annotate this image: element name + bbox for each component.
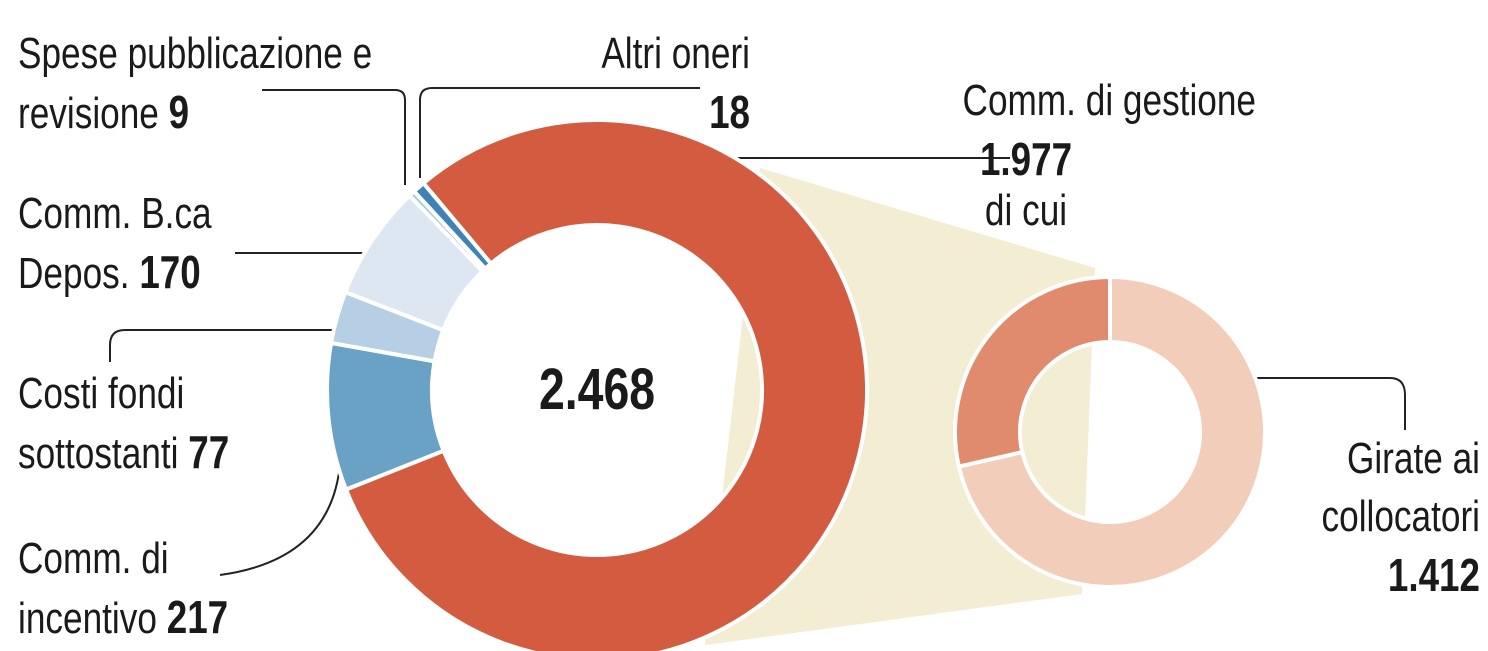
- breakdown-segment: [953, 274, 1112, 469]
- total-label: 2.468: [538, 357, 656, 422]
- value-label: 217: [166, 591, 229, 643]
- category-label: Costi fondi sottostanti 77: [18, 365, 290, 483]
- value-label: 18: [709, 86, 750, 138]
- leader-line: [1255, 377, 1406, 430]
- donut-segment: [343, 118, 869, 651]
- category-name: Spese pubblicazione e revisione: [18, 29, 373, 138]
- breakdown-label: Girate ai collocatori 1.412: [1264, 430, 1480, 604]
- value-label: 1.412: [1387, 549, 1480, 601]
- value-label: 9: [168, 86, 190, 138]
- value-label: 1.977: [979, 133, 1073, 185]
- category-name: Comm. di incentivo: [18, 534, 169, 643]
- leader-line: [419, 87, 700, 178]
- value-label: 77: [188, 426, 230, 478]
- category-name: Girate ai collocatori: [1321, 434, 1480, 541]
- category-label: Spese pubblicazione e revisione 9: [18, 25, 382, 143]
- category-name: Comm. B.ca Depos.: [18, 189, 212, 298]
- annotation: di cui: [984, 186, 1068, 235]
- leader-line: [109, 329, 335, 362]
- category-label: Comm. di gestione 1.977 di cui: [872, 72, 1256, 240]
- category-name: Costi fondi sottostanti: [18, 369, 185, 478]
- leader-line: [262, 89, 406, 185]
- category-label: Comm. di incentivo 217: [18, 530, 274, 648]
- breakdown-segment: [956, 274, 1267, 589]
- category-label: Comm. B.ca Depos. 170: [18, 185, 258, 303]
- category-name: Altri oneri: [601, 29, 750, 78]
- category-label: Altri oneri 18: [510, 25, 750, 141]
- category-name: Comm. di gestione: [962, 76, 1256, 125]
- donut-segment: [411, 180, 494, 272]
- leader-line: [219, 464, 341, 576]
- value-label: 170: [139, 246, 201, 298]
